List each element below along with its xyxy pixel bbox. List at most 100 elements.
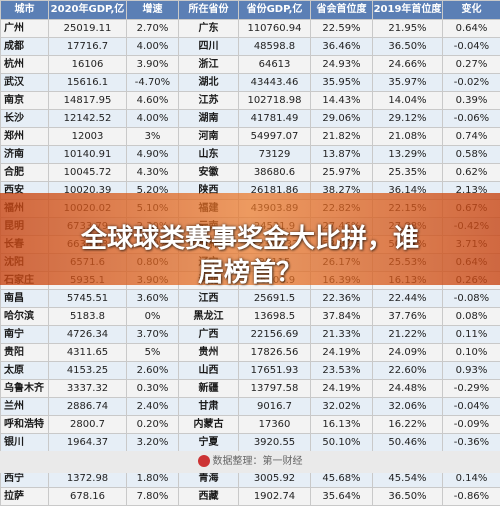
value-cell: 0% <box>127 308 179 326</box>
value-cell: 35.97% <box>373 74 443 92</box>
value-cell: 21.82% <box>311 128 373 146</box>
value-cell: 1902.74 <box>239 488 311 506</box>
value-cell: 14817.95 <box>49 92 127 110</box>
province-cell: 甘肃 <box>179 398 239 416</box>
value-cell: 4153.25 <box>49 362 127 380</box>
value-cell: 22.60% <box>373 362 443 380</box>
value-cell: 36.50% <box>373 38 443 56</box>
value-cell: 10045.72 <box>49 164 127 182</box>
province-cell: 江西 <box>179 290 239 308</box>
value-cell: -0.86% <box>443 488 500 506</box>
value-cell: 29.06% <box>311 110 373 128</box>
value-cell: 4.90% <box>127 146 179 164</box>
value-cell: 3920.55 <box>239 434 311 452</box>
city-cell: 南宁 <box>1 326 49 344</box>
city-cell: 呼和浩特 <box>1 416 49 434</box>
value-cell: 36.46% <box>311 38 373 56</box>
column-header: 省份GDP,亿 <box>239 1 311 20</box>
value-cell: 21.22% <box>373 326 443 344</box>
headline-line-2: 居榜首？ <box>0 256 500 290</box>
gdp-table-image: 城市 2020年GDP,亿 增速 所在省份 省份GDP,亿 省会首位度 2019… <box>0 0 500 473</box>
value-cell: 24.19% <box>311 344 373 362</box>
province-cell: 四川 <box>179 38 239 56</box>
value-cell: 12003 <box>49 128 127 146</box>
value-cell: 16.13% <box>311 416 373 434</box>
province-cell: 宁夏 <box>179 434 239 452</box>
value-cell: -0.04% <box>443 398 500 416</box>
value-cell: 43443.46 <box>239 74 311 92</box>
value-cell: 35.64% <box>311 488 373 506</box>
value-cell: -4.70% <box>127 74 179 92</box>
value-cell: 54997.07 <box>239 128 311 146</box>
value-cell: 0.08% <box>443 308 500 326</box>
value-cell: 48598.8 <box>239 38 311 56</box>
value-cell: 5% <box>127 344 179 362</box>
province-cell: 新疆 <box>179 380 239 398</box>
city-cell: 兰州 <box>1 398 49 416</box>
city-cell: 拉萨 <box>1 488 49 506</box>
column-header: 所在省份 <box>179 1 239 20</box>
value-cell: 2.60% <box>127 362 179 380</box>
value-cell: 13698.5 <box>239 308 311 326</box>
value-cell: 16106 <box>49 56 127 74</box>
source-label: 数据整理：第一财经 <box>213 456 303 467</box>
value-cell: 24.19% <box>311 380 373 398</box>
city-cell: 乌鲁木齐 <box>1 380 49 398</box>
province-cell: 山西 <box>179 362 239 380</box>
city-cell: 郑州 <box>1 128 49 146</box>
column-header: 变化 <box>443 1 500 20</box>
value-cell: 7.80% <box>127 488 179 506</box>
value-cell: 32.06% <box>373 398 443 416</box>
value-cell: 0.58% <box>443 146 500 164</box>
value-cell: 37.84% <box>311 308 373 326</box>
city-cell: 贵阳 <box>1 344 49 362</box>
city-cell: 杭州 <box>1 56 49 74</box>
province-cell: 山东 <box>179 146 239 164</box>
value-cell: 24.09% <box>373 344 443 362</box>
value-cell: -0.02% <box>443 74 500 92</box>
value-cell: 29.12% <box>373 110 443 128</box>
province-cell: 浙江 <box>179 56 239 74</box>
value-cell: 23.53% <box>311 362 373 380</box>
value-cell: 4.30% <box>127 164 179 182</box>
province-cell: 湖南 <box>179 110 239 128</box>
value-cell: 25691.5 <box>239 290 311 308</box>
value-cell: 24.66% <box>373 56 443 74</box>
city-cell: 济南 <box>1 146 49 164</box>
province-cell: 安徽 <box>179 164 239 182</box>
value-cell: 25.97% <box>311 164 373 182</box>
province-cell: 黑龙江 <box>179 308 239 326</box>
value-cell: 16.22% <box>373 416 443 434</box>
column-header: 增速 <box>127 1 179 20</box>
value-cell: 2.40% <box>127 398 179 416</box>
value-cell: 35.95% <box>311 74 373 92</box>
city-cell: 武汉 <box>1 74 49 92</box>
source-footer: 数据整理：第一财经 <box>0 451 500 473</box>
value-cell: 36.50% <box>373 488 443 506</box>
value-cell: 25019.11 <box>49 20 127 38</box>
value-cell: 24.93% <box>311 56 373 74</box>
value-cell: 13797.58 <box>239 380 311 398</box>
city-cell: 南昌 <box>1 290 49 308</box>
value-cell: 14.43% <box>311 92 373 110</box>
value-cell: 17716.7 <box>49 38 127 56</box>
city-cell: 哈尔滨 <box>1 308 49 326</box>
value-cell: 17360 <box>239 416 311 434</box>
value-cell: -0.06% <box>443 110 500 128</box>
value-cell: 678.16 <box>49 488 127 506</box>
value-cell: 4311.65 <box>49 344 127 362</box>
value-cell: 2.70% <box>127 20 179 38</box>
value-cell: 17826.56 <box>239 344 311 362</box>
value-cell: 3.20% <box>127 434 179 452</box>
value-cell: 110760.94 <box>239 20 311 38</box>
city-cell: 太原 <box>1 362 49 380</box>
